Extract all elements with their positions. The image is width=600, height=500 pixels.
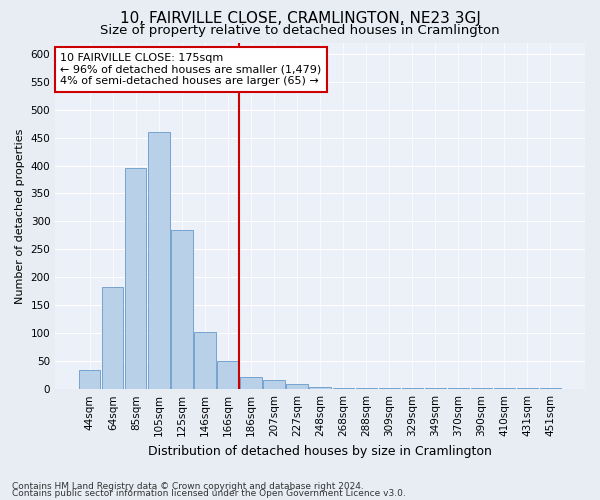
Bar [125, 168, 146, 389]
Bar [286, 384, 308, 389]
Bar [470, 388, 492, 389]
Bar [172, 230, 193, 389]
Y-axis label: Number of detached properties: Number of detached properties [15, 128, 25, 304]
Bar [425, 388, 446, 389]
Bar [79, 370, 100, 389]
Bar [241, 377, 262, 389]
Text: 10, FAIRVILLE CLOSE, CRAMLINGTON, NE23 3GJ: 10, FAIRVILLE CLOSE, CRAMLINGTON, NE23 3… [119, 11, 481, 26]
Text: Contains public sector information licensed under the Open Government Licence v3: Contains public sector information licen… [12, 490, 406, 498]
Bar [517, 388, 538, 389]
Bar [217, 361, 239, 389]
Bar [401, 388, 423, 389]
Bar [448, 388, 469, 389]
Text: 10 FAIRVILLE CLOSE: 175sqm
← 96% of detached houses are smaller (1,479)
4% of se: 10 FAIRVILLE CLOSE: 175sqm ← 96% of deta… [61, 53, 322, 86]
Bar [356, 388, 377, 389]
Bar [263, 380, 284, 389]
Bar [310, 387, 331, 389]
Bar [494, 388, 515, 389]
X-axis label: Distribution of detached houses by size in Cramlington: Distribution of detached houses by size … [148, 444, 492, 458]
Bar [194, 332, 215, 389]
Text: Size of property relative to detached houses in Cramlington: Size of property relative to detached ho… [100, 24, 500, 37]
Bar [540, 388, 561, 389]
Bar [379, 388, 400, 389]
Bar [332, 388, 353, 389]
Bar [148, 132, 170, 389]
Text: Contains HM Land Registry data © Crown copyright and database right 2024.: Contains HM Land Registry data © Crown c… [12, 482, 364, 491]
Bar [102, 288, 124, 389]
